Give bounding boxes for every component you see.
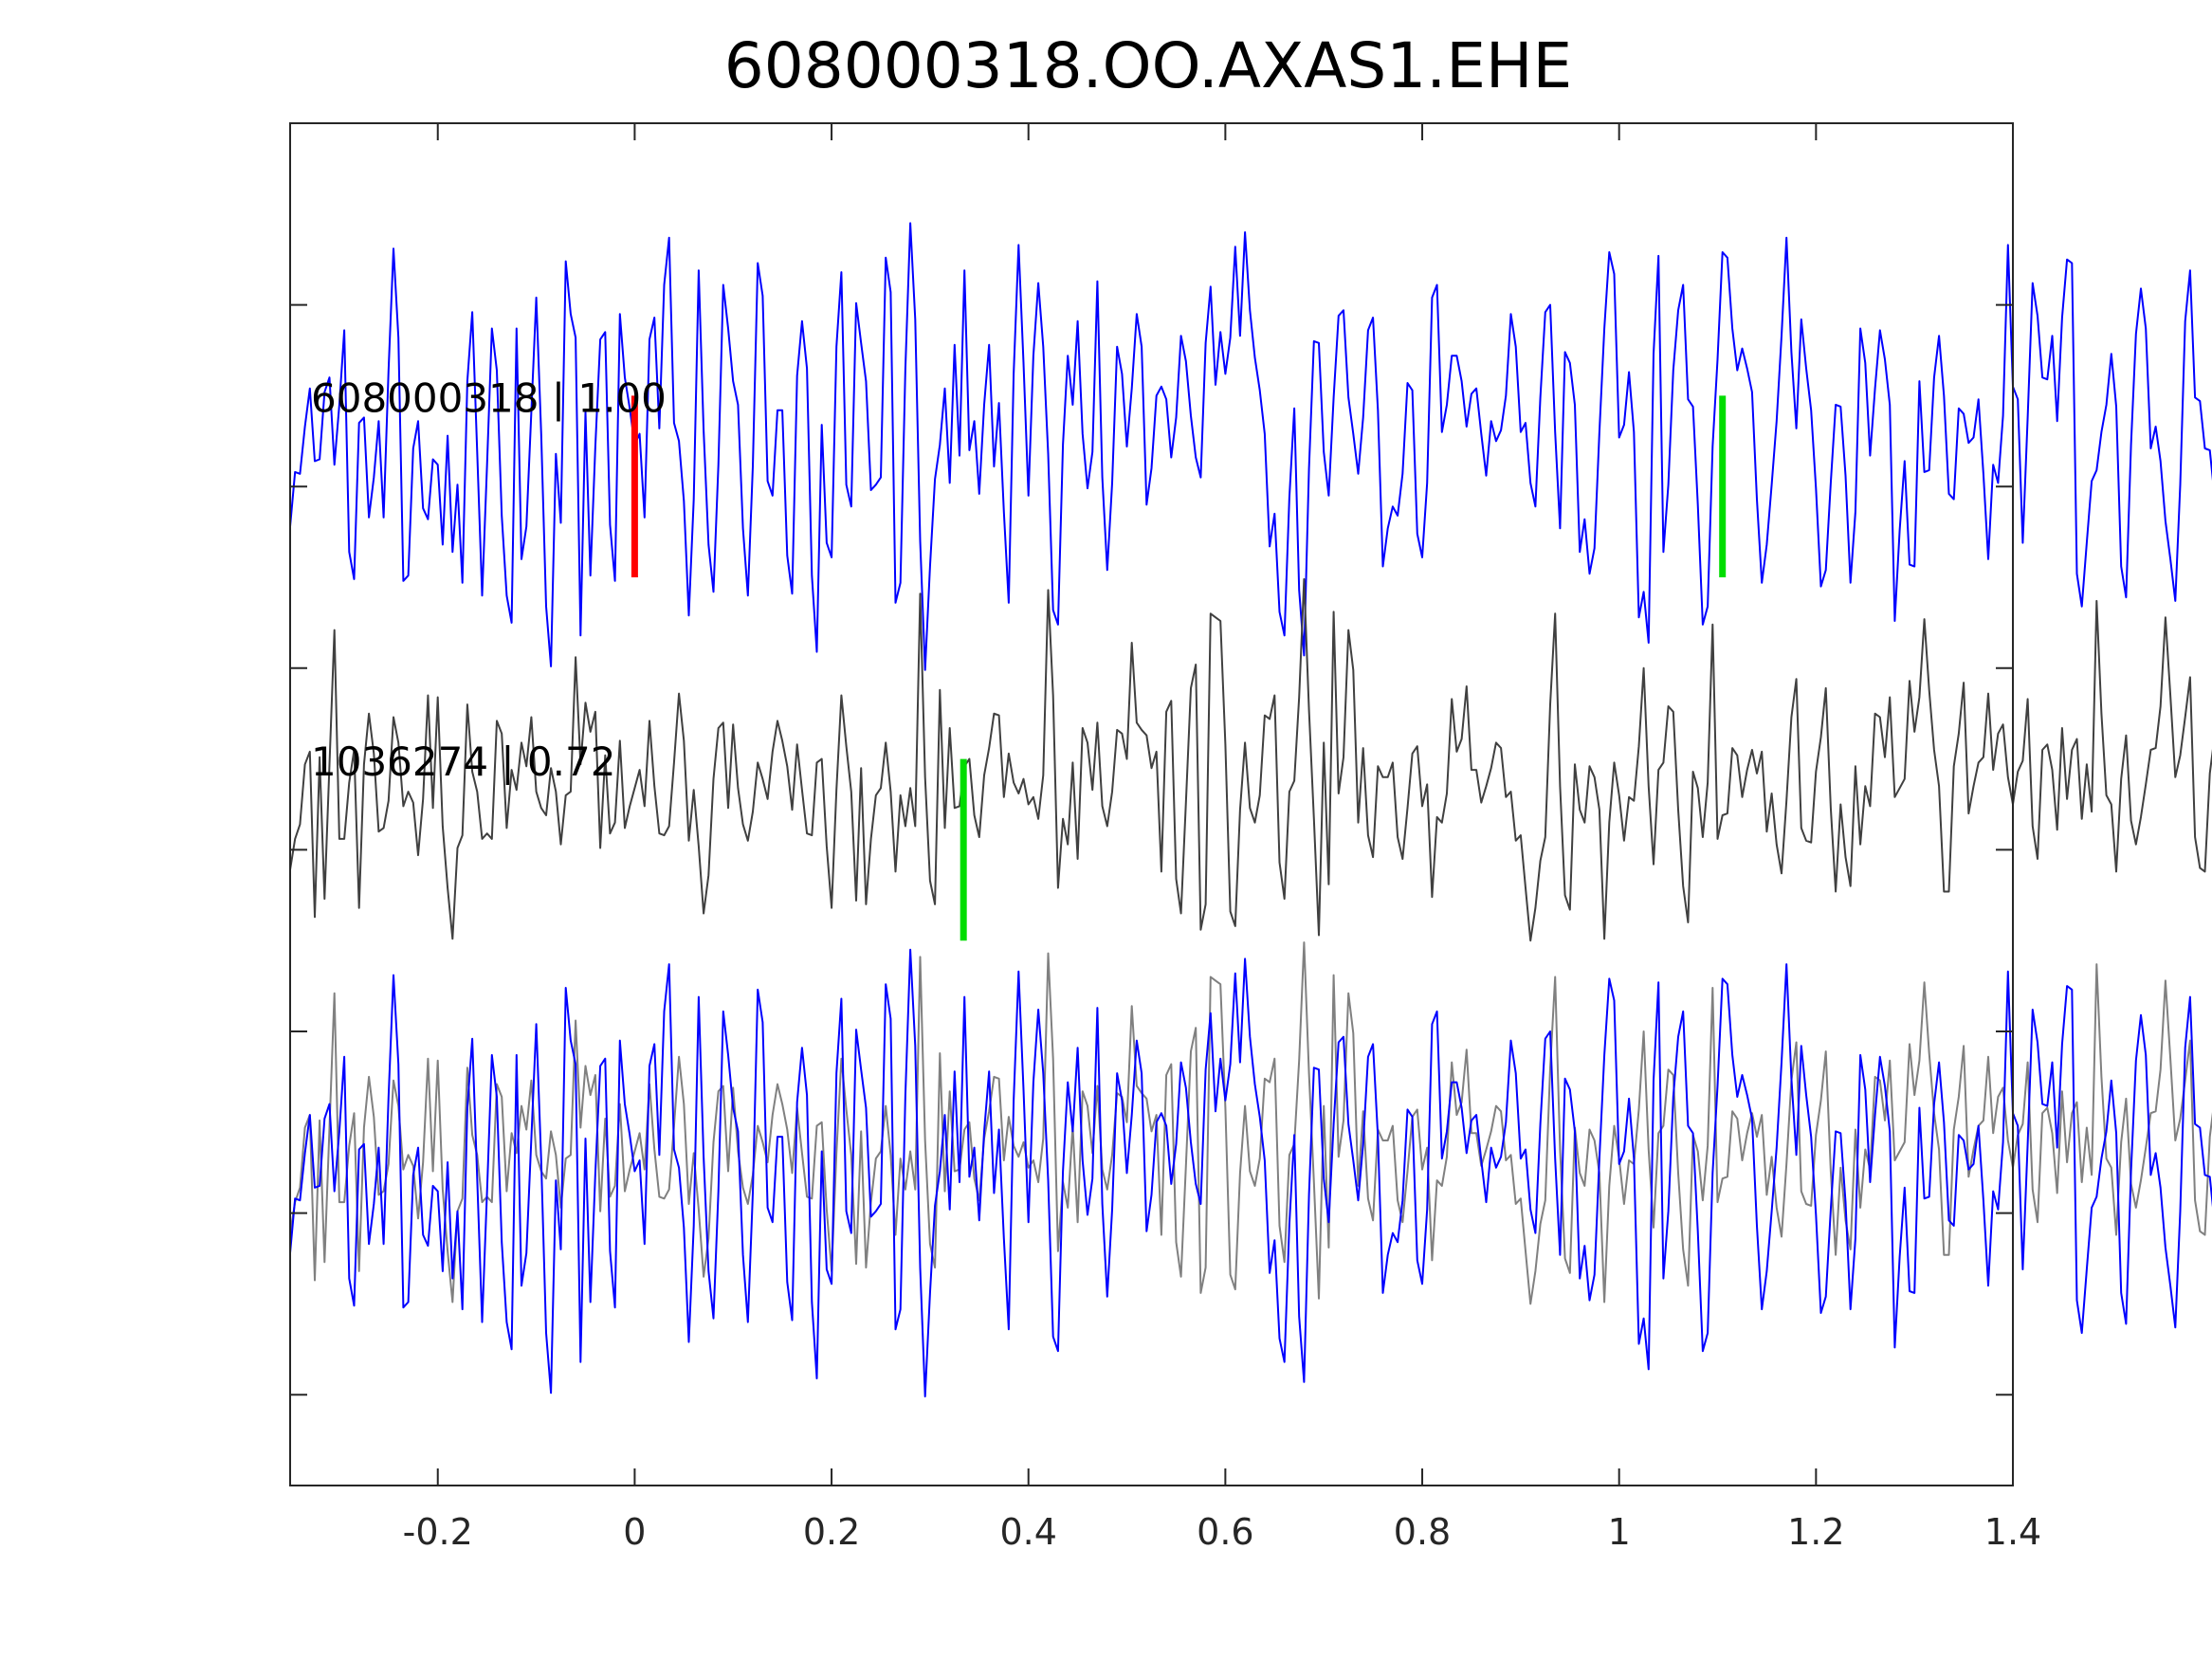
trace-labels: 608000318 | 1.00 1036274 | 0.72 [311,375,667,785]
x-tick-label: 0.6 [1197,1511,1253,1553]
x-tick-label: 0.8 [1394,1511,1451,1553]
x-tick-label: 1.2 [1787,1511,1844,1553]
x-tick-label: 1 [1608,1511,1631,1553]
x-tick-label: -0.2 [403,1511,473,1553]
trace-label-0: 608000318 | 1.00 [311,375,667,422]
y-axis [290,303,2013,1396]
x-tick-label: 0 [623,1511,646,1553]
axes-frame [289,122,2014,1486]
trace-label-1: 1036274 | 0.72 [311,738,615,785]
series-line-1 [289,577,2212,942]
series-line-3 [289,941,2212,1305]
x-tick-label: 0.2 [803,1511,860,1553]
series-line-2 [289,948,2212,1398]
x-tick-label: 1.4 [1984,1511,2041,1553]
x-axis: -0.2 0 0.2 0.4 0.6 0.8 1 1.2 1.4 [403,123,2041,1553]
plot-area [289,222,2212,1398]
x-tick-label: 0.4 [999,1511,1056,1553]
series-line-0 [289,222,2212,671]
chart-title: 608000318.OO.AXAS1.EHE [724,29,1573,102]
